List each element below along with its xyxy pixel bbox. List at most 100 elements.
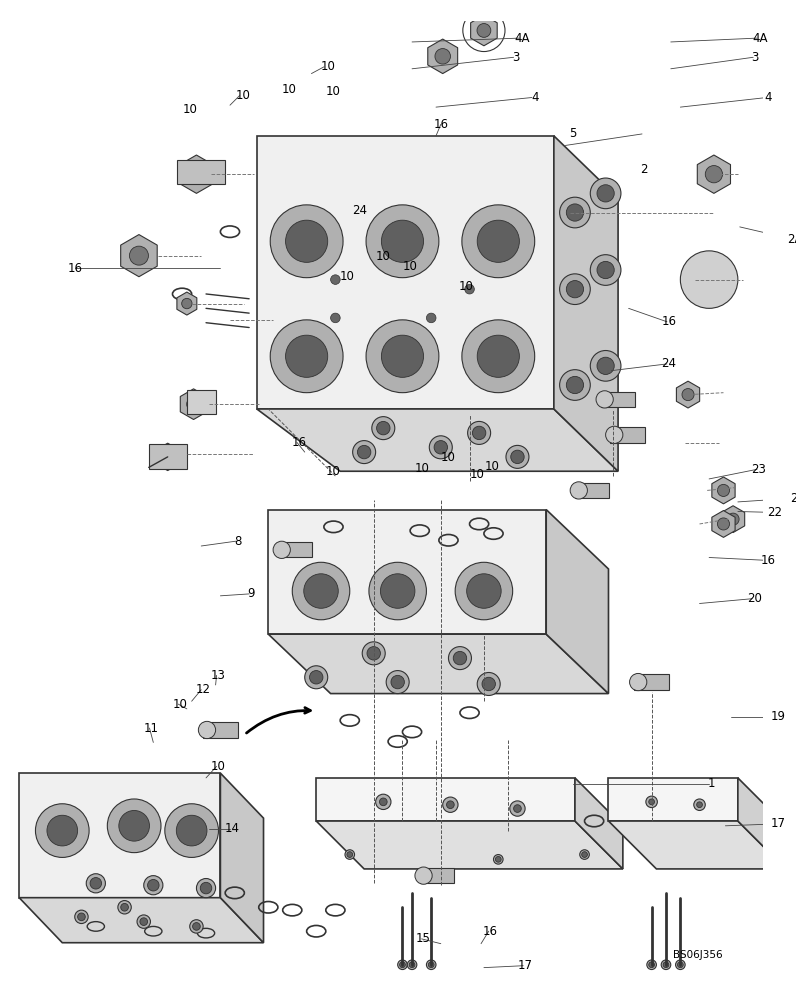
Circle shape (330, 313, 340, 323)
Circle shape (304, 574, 338, 608)
Polygon shape (316, 778, 575, 821)
Circle shape (566, 281, 583, 298)
Circle shape (455, 562, 513, 620)
Circle shape (381, 220, 423, 262)
Circle shape (677, 962, 683, 968)
Circle shape (391, 675, 404, 689)
Circle shape (447, 801, 455, 809)
Text: 15: 15 (416, 932, 431, 945)
Polygon shape (149, 444, 187, 469)
Text: 10: 10 (326, 465, 341, 478)
Text: 4: 4 (765, 91, 772, 104)
Text: 4: 4 (531, 91, 538, 104)
Circle shape (198, 721, 216, 739)
Circle shape (596, 391, 613, 408)
Polygon shape (278, 542, 312, 557)
Circle shape (409, 962, 415, 968)
Circle shape (647, 960, 657, 970)
Text: 10: 10 (414, 462, 429, 475)
Circle shape (367, 647, 380, 660)
Polygon shape (187, 390, 216, 414)
Text: 17: 17 (771, 817, 786, 830)
Text: 12: 12 (196, 683, 211, 696)
Circle shape (187, 397, 201, 411)
Circle shape (443, 797, 458, 812)
Polygon shape (257, 409, 618, 471)
Circle shape (591, 255, 621, 285)
Circle shape (310, 671, 323, 684)
Circle shape (472, 426, 486, 440)
Circle shape (597, 261, 615, 279)
Polygon shape (220, 773, 263, 943)
Circle shape (305, 666, 328, 689)
Circle shape (649, 799, 654, 805)
Text: 10: 10 (376, 250, 391, 263)
Circle shape (696, 802, 702, 808)
Circle shape (597, 185, 615, 202)
Circle shape (366, 320, 439, 393)
Circle shape (478, 672, 500, 695)
Text: 10: 10 (339, 270, 354, 283)
Text: 16: 16 (433, 118, 448, 131)
Circle shape (273, 541, 291, 558)
Text: 17: 17 (517, 959, 533, 972)
Circle shape (495, 856, 501, 862)
Polygon shape (575, 778, 622, 869)
Circle shape (188, 166, 205, 183)
Circle shape (681, 251, 738, 308)
Polygon shape (180, 389, 207, 420)
Circle shape (560, 274, 591, 305)
Circle shape (90, 878, 102, 889)
Circle shape (646, 796, 657, 808)
Circle shape (509, 801, 525, 816)
Circle shape (380, 798, 387, 806)
Circle shape (177, 815, 207, 846)
Text: 5: 5 (569, 127, 577, 140)
Text: 14: 14 (224, 822, 240, 835)
Circle shape (345, 850, 354, 859)
Circle shape (435, 49, 451, 64)
Circle shape (511, 450, 524, 464)
Circle shape (427, 960, 436, 970)
Polygon shape (554, 136, 618, 471)
Circle shape (661, 960, 671, 970)
Circle shape (705, 166, 723, 183)
Circle shape (727, 513, 739, 525)
Text: 10: 10 (173, 698, 188, 711)
Circle shape (353, 441, 376, 464)
Text: 8: 8 (234, 535, 241, 548)
Polygon shape (712, 511, 735, 537)
Polygon shape (178, 160, 225, 184)
Polygon shape (121, 235, 157, 277)
Circle shape (467, 421, 490, 444)
Circle shape (380, 574, 415, 608)
Circle shape (591, 351, 621, 381)
Circle shape (357, 445, 371, 459)
Circle shape (398, 960, 408, 970)
Circle shape (434, 441, 447, 454)
Circle shape (270, 320, 343, 393)
Circle shape (582, 852, 587, 857)
Circle shape (494, 855, 503, 864)
Circle shape (477, 24, 491, 37)
Circle shape (292, 562, 349, 620)
Polygon shape (316, 821, 622, 869)
Circle shape (369, 562, 427, 620)
Circle shape (36, 804, 89, 857)
Circle shape (453, 651, 466, 665)
Circle shape (478, 220, 519, 262)
Text: 10: 10 (441, 451, 456, 464)
Polygon shape (712, 477, 735, 504)
Circle shape (78, 913, 85, 921)
Text: 20: 20 (747, 592, 762, 605)
Circle shape (381, 335, 423, 377)
Polygon shape (611, 427, 645, 443)
Circle shape (362, 642, 385, 665)
Circle shape (270, 205, 343, 278)
Circle shape (376, 794, 391, 810)
Circle shape (162, 451, 174, 463)
Circle shape (107, 799, 161, 853)
Circle shape (478, 335, 519, 377)
Polygon shape (721, 506, 745, 533)
Text: BS06J356: BS06J356 (673, 950, 723, 960)
